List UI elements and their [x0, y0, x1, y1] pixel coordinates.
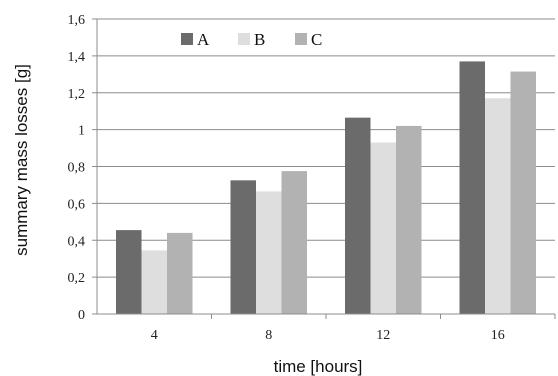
legend-label-A: A: [197, 30, 210, 49]
legend-swatch-B: [238, 33, 250, 45]
bar-B-16: [485, 98, 511, 314]
y-tick-label: 0,8: [68, 161, 86, 176]
legend: A B C: [181, 30, 322, 49]
x-tick-label: 8: [265, 328, 272, 343]
bar-A-4: [116, 230, 142, 314]
x-axis-title: time [hours]: [274, 357, 363, 376]
bar-B-12: [370, 142, 396, 314]
bar-A-16: [459, 61, 485, 314]
x-tick-label: 12: [376, 328, 390, 343]
x-tick-label: 4: [151, 328, 158, 343]
bar-B-4: [141, 250, 167, 314]
y-tick-label: 1,6: [68, 13, 86, 28]
y-tick-label: 0,4: [68, 234, 86, 249]
bars: [116, 61, 536, 314]
bar-A-8: [230, 180, 256, 314]
y-tick-label: 1: [78, 124, 85, 139]
bar-B-8: [256, 191, 282, 314]
y-axis-title: summary mass losses [g]: [12, 64, 31, 256]
legend-label-C: C: [311, 30, 322, 49]
legend-swatch-A: [181, 33, 193, 45]
y-tick-label: 1,4: [68, 50, 86, 65]
axes: [92, 18, 556, 319]
y-tick-label: 0,2: [68, 271, 86, 286]
y-tick-label: 0,6: [68, 197, 86, 212]
x-tick-labels: 4 8 12 16: [151, 328, 505, 343]
y-tick-label: 0: [78, 308, 85, 323]
y-tick-labels: 0 0,2 0,4 0,6 0,8 1 1,2 1,4 1,6: [68, 13, 86, 323]
bar-C-8: [281, 171, 307, 314]
bar-C-12: [396, 125, 422, 314]
y-tick-label: 1,2: [68, 87, 86, 102]
bar-C-4: [167, 232, 193, 314]
bar-C-16: [510, 71, 536, 314]
bar-A-12: [345, 117, 371, 314]
legend-swatch-C: [295, 33, 307, 45]
legend-label-B: B: [254, 30, 265, 49]
x-tick-label: 16: [491, 328, 505, 343]
